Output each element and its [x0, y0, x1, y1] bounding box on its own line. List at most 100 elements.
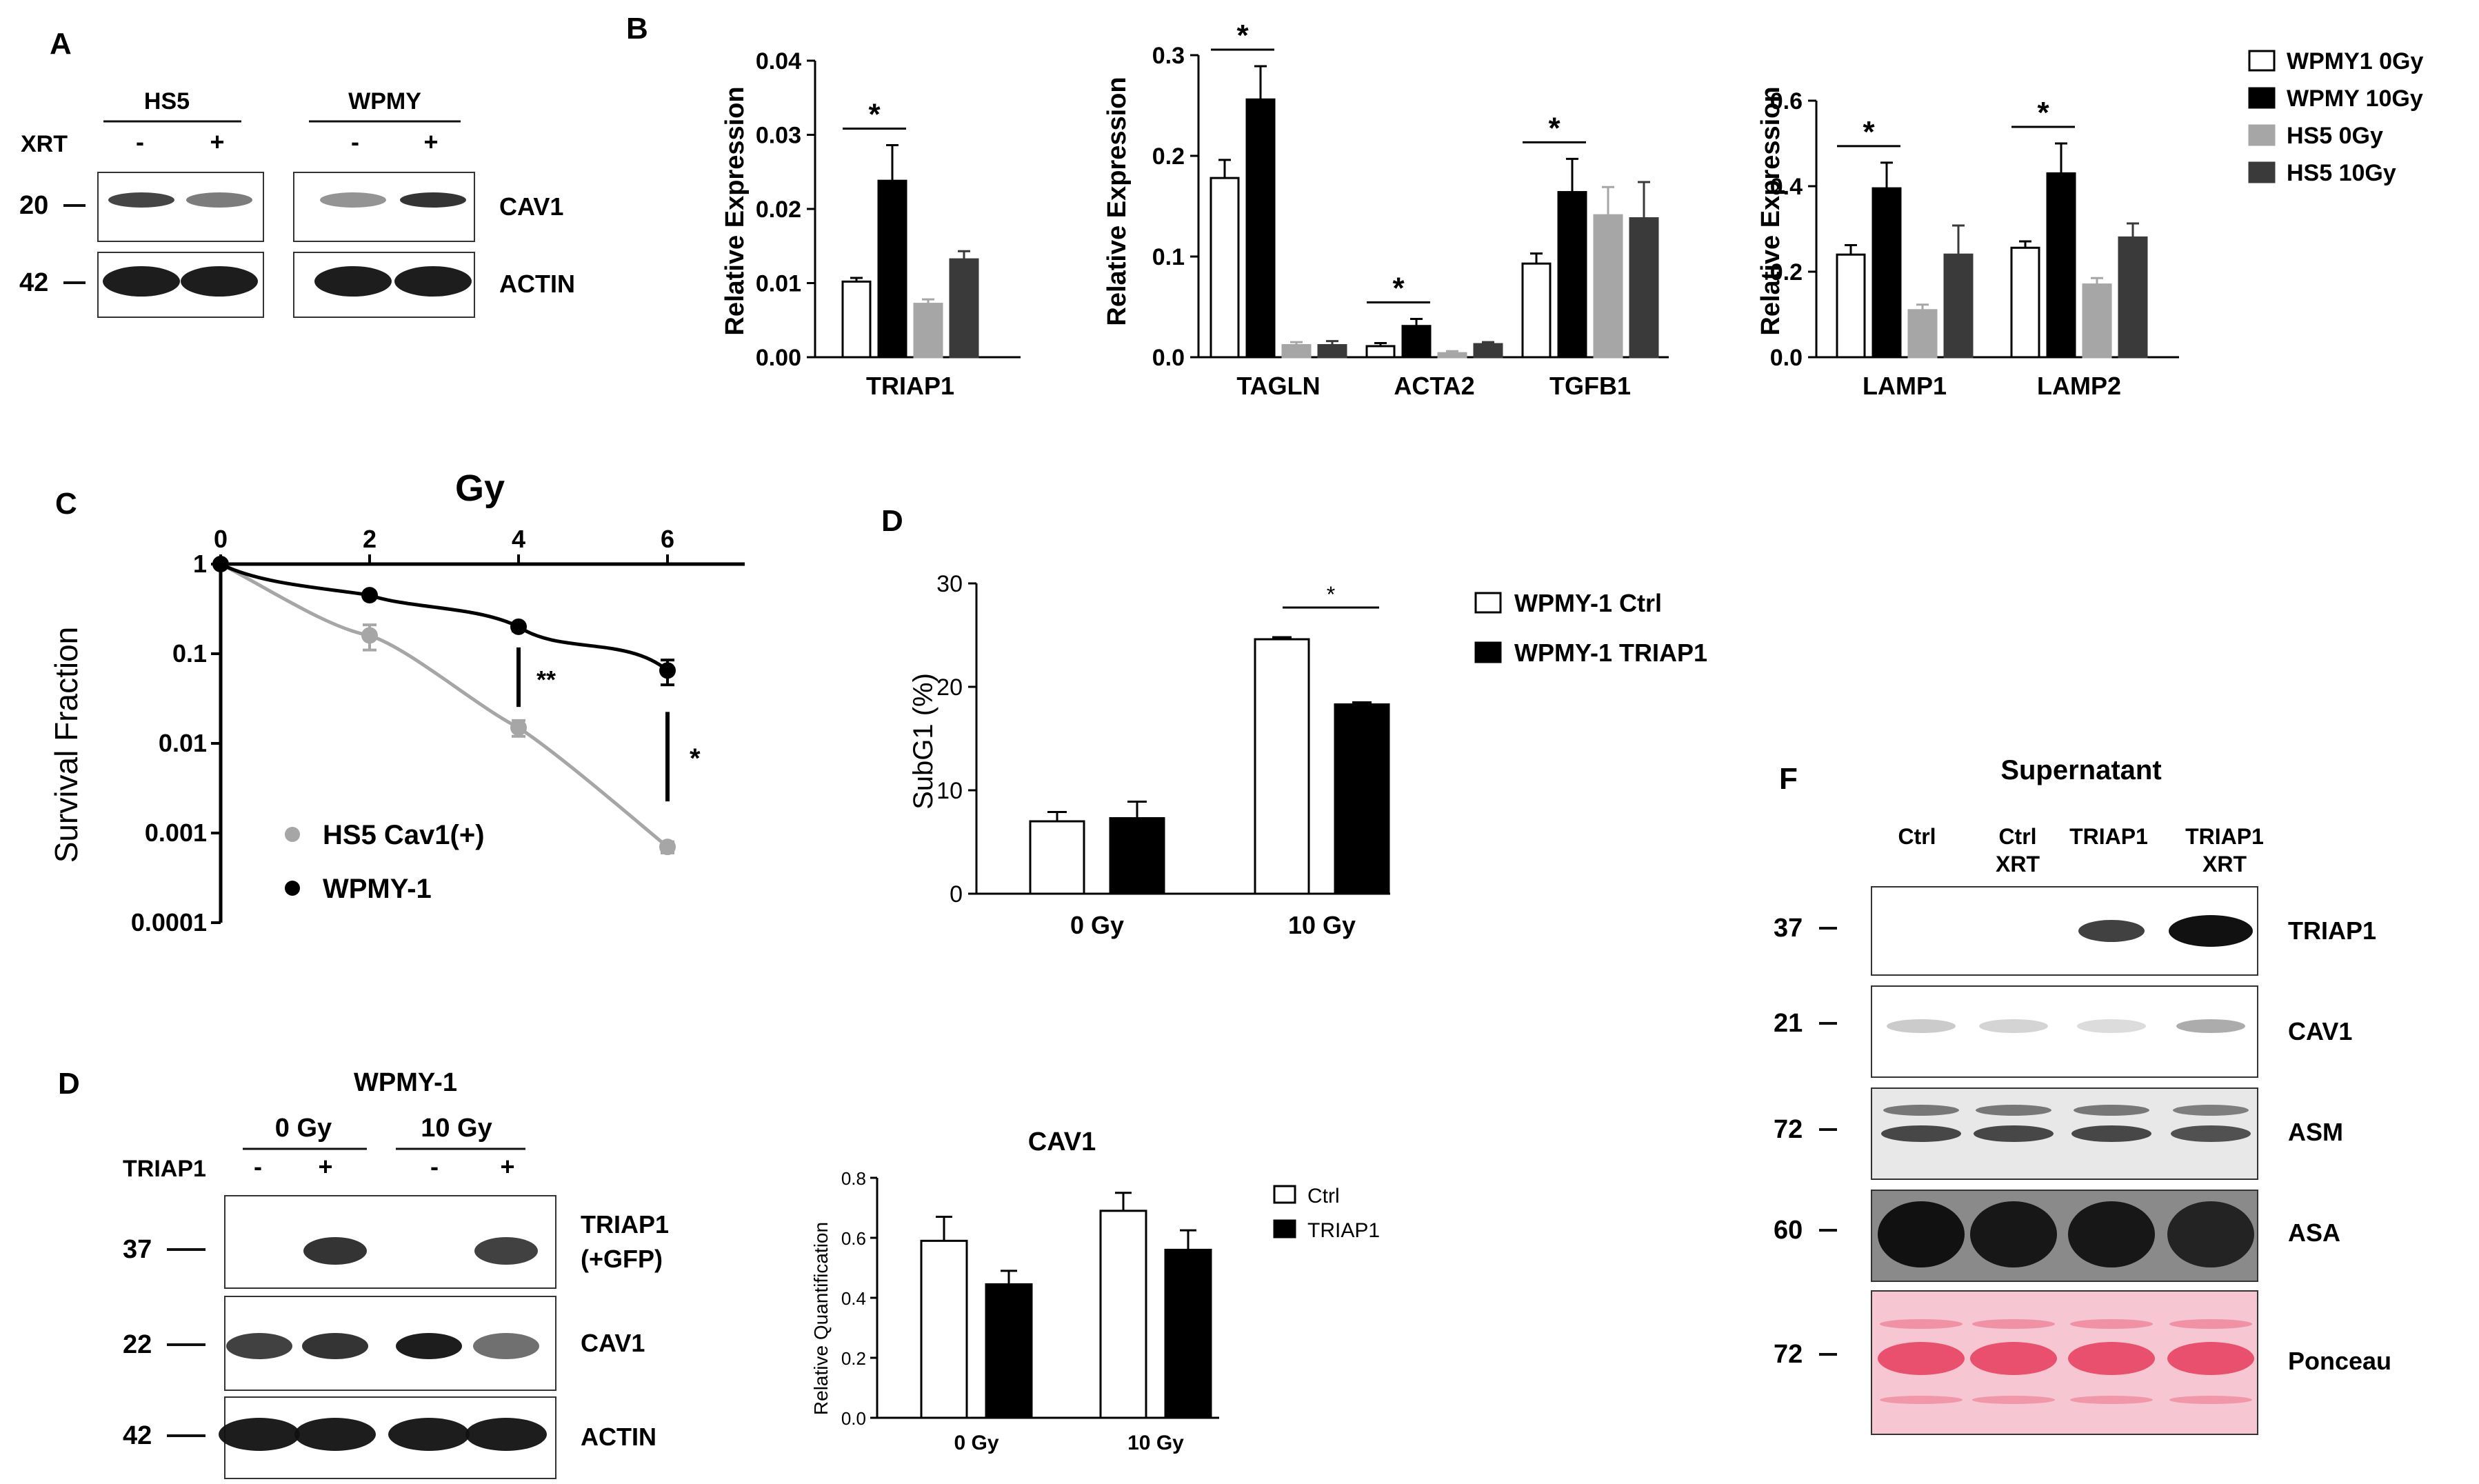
bar-acta2-hs5-0gy — [1437, 352, 1467, 359]
band-f-ponceau-lower-lane-1 — [1880, 1396, 1963, 1404]
panel-f-label: F — [1779, 762, 1798, 796]
significance-star: * — [1392, 272, 1405, 305]
band-f-asa-lane-4 — [2167, 1201, 2254, 1267]
significance-6gy: * — [690, 743, 701, 774]
panel-f-mw-21: 21 — [1774, 1009, 1803, 1038]
significance-star: * — [1548, 111, 1560, 145]
band-f-ponceau-upper-lane-3 — [2070, 1319, 2153, 1329]
y-tick-label: 0.04 — [756, 48, 801, 74]
lane-4-sublabel: XRT — [2202, 852, 2247, 876]
band-a-actin-lane-3 — [314, 266, 392, 297]
legend-label-hs5: HS5 Cav1(+) — [323, 820, 485, 850]
panel-f-row-asa: ASA — [2288, 1219, 2340, 1247]
bar-acta2-wpmy-10gy — [1401, 325, 1432, 359]
significance-star: * — [868, 98, 881, 132]
x-tick-label: 4 — [512, 525, 525, 553]
bar-0-gy-triap1 — [985, 1283, 1033, 1419]
point-hs5-cav1-4gy — [510, 719, 527, 736]
x-tick-label: 6 — [661, 525, 674, 553]
bar-lamp2-hs5-10gy — [2118, 236, 2148, 359]
panel-f-row-triap1: TRIAP1 — [2288, 916, 2376, 945]
panel-d2-minus-2: - — [430, 1152, 439, 1181]
y-tick-label: 0.6 — [1770, 88, 1803, 114]
y-tick-label: 1 — [193, 550, 207, 578]
band-f-asa-lane-1 — [1878, 1201, 1965, 1267]
y-tick-label: 0.8 — [841, 1168, 866, 1189]
y-tick-label: 0.2 — [1152, 143, 1185, 170]
lane-2-label: Ctrl — [1998, 824, 2036, 849]
x-tick-label: 0 — [214, 525, 228, 553]
y-tick-label: 0.2 — [1770, 259, 1803, 285]
band-d-actin-lane-4 — [465, 1418, 547, 1451]
x-label-tagln: TAGLN — [1236, 372, 1320, 400]
bar-triap1-hs5-10gy — [949, 258, 979, 359]
y-tick-label: 0.3 — [1152, 43, 1185, 69]
panel-a-minus-1: - — [136, 128, 144, 156]
legend-marker-wpmy — [285, 881, 300, 896]
band-f-ponceau-lane-2 — [1970, 1342, 2057, 1375]
panel-f-mw-60: 60 — [1774, 1216, 1803, 1245]
legend-label-hs5-0gy: HS5 0Gy — [2287, 123, 2383, 149]
band-a-cav1-lane-4 — [400, 192, 466, 208]
panel-a-mw-42: 42 — [19, 268, 48, 297]
panel-d1-ylabel: SubG1 (%) — [908, 673, 939, 810]
bar-10-gy-triap1 — [1164, 1248, 1212, 1419]
bar-triap1-wpmy1-0gy — [841, 280, 872, 359]
panel-c-label: C — [55, 487, 77, 521]
y-tick-label: 20 — [936, 674, 963, 701]
bar-acta2-wpmy1-0gy — [1365, 345, 1396, 359]
point-wpmy-1-2gy — [361, 587, 378, 604]
bar-lamp1-hs5-0gy — [1907, 309, 1938, 359]
band-f-asm-upper-lane-4 — [2173, 1105, 2249, 1116]
x-label-lamp1: LAMP1 — [1863, 372, 1947, 400]
point-hs5-cav1-6gy — [659, 839, 676, 856]
chart-d-subg1: 0 10 20 30 0 Gy 10 Gy * — [936, 571, 1390, 939]
y-tick-label: 0.4 — [1770, 174, 1803, 200]
band-d-triap1-lane-2 — [303, 1237, 367, 1265]
y-tick-label: 0.0 — [1770, 345, 1803, 371]
panel-d2-triap1-label: TRIAP1 — [123, 1156, 206, 1182]
band-a-cav1-lane-3 — [320, 192, 386, 208]
bar-lamp2-wpmy-10gy — [2046, 172, 2076, 359]
y-tick-label: 0.02 — [756, 197, 801, 223]
band-f-asm-lane-4 — [2171, 1125, 2251, 1142]
y-tick-label: 0.001 — [145, 819, 207, 847]
y-tick-label: 0.6 — [841, 1228, 866, 1249]
panel-d2-row-cav1: CAV1 — [581, 1329, 645, 1357]
panel-d2-row-triap1: TRIAP1 — [581, 1210, 669, 1239]
lane-3-label: TRIAP1 — [2069, 824, 2148, 849]
band-d-actin-lane-3 — [388, 1418, 470, 1451]
panel-b-legend: WPMY1 0Gy WPMY 10Gy HS5 0Gy HS5 10Gy — [2248, 48, 2423, 186]
bar-tgfb1-wpmy1-0gy — [1521, 262, 1552, 359]
band-d-actin-lane-2 — [294, 1418, 376, 1451]
band-f-ponceau-lower-lane-2 — [1972, 1396, 2055, 1404]
bar-10-gy-wpmy-1-ctrl — [1254, 638, 1310, 895]
panel-d-blots: D WPMY-1 0 Gy 10 Gy TRIAP1 - + - + 37 22… — [58, 1067, 669, 1479]
panel-d2-plus-2: + — [500, 1152, 514, 1181]
bar-tgfb1-hs5-0gy — [1593, 214, 1623, 359]
legend-swatch-hs5-10gy — [2248, 161, 2276, 183]
band-a-actin-lane-4 — [394, 266, 472, 297]
legend-swatch-wpmy1-0gy — [2248, 50, 2276, 72]
band-d-actin-lane-1 — [219, 1418, 300, 1451]
bar-acta2-hs5-10gy — [1473, 343, 1503, 359]
bar-10-gy-ctrl — [1099, 1210, 1147, 1419]
panel-b: B Relative Expression Relative Expressio… — [626, 12, 2423, 400]
point-hs5-cav1-2gy — [361, 627, 378, 644]
bar-lamp1-hs5-10gy — [1943, 253, 1974, 359]
band-f-ponceau-lower-lane-4 — [2169, 1396, 2252, 1404]
bar-0-gy-wpmy-1-triap1 — [1109, 817, 1165, 895]
bar-triap1-wpmy-10gy — [877, 179, 907, 359]
panel-f-mw-72b: 72 — [1774, 1340, 1803, 1369]
band-f-ponceau-lower-lane-3 — [2070, 1396, 2153, 1404]
band-a-cav1-lane-2 — [186, 192, 252, 208]
bar-lamp2-wpmy1-0gy — [2010, 246, 2040, 359]
x-label-10-gy: 10 Gy — [1288, 911, 1356, 939]
bar-lamp1-wpmy1-0gy — [1836, 253, 1866, 359]
x-label-triap1: TRIAP1 — [866, 372, 954, 400]
band-d-cav1-lane-1 — [226, 1333, 292, 1359]
panel-a-xrt-label: XRT — [21, 131, 68, 157]
y-tick-label: 30 — [936, 571, 963, 597]
band-a-cav1-lane-1 — [108, 192, 174, 208]
panel-b3-ylabel: Relative Expression — [1756, 86, 1785, 335]
